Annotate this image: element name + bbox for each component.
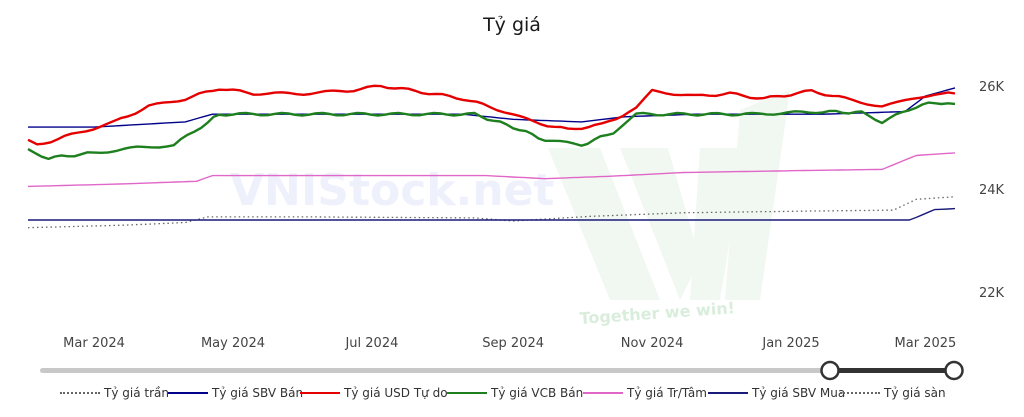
x-tick-label: Jul 2024 <box>344 336 398 351</box>
legend-item[interactable]: Tỷ giá Tr/Tâm <box>583 386 707 400</box>
series-line-1 <box>27 196 956 229</box>
legend-label: Tỷ giá Tr/Tâm <box>627 386 707 400</box>
legend-label: Tỷ giá SBV Mua <box>752 386 846 400</box>
watermark: VNIStock.net Together we win! <box>230 90 790 328</box>
legend-label: Tỷ giá VCB Bán <box>491 386 584 400</box>
legend-swatch <box>60 392 100 394</box>
legend-swatch <box>840 392 880 394</box>
watermark-slogan: Together we win! <box>579 298 736 328</box>
x-tick-label: Mar 2024 <box>63 336 125 351</box>
legend-swatch <box>708 392 748 394</box>
watermark-logo-shape <box>548 90 790 300</box>
y-axis: 22K 24K 26K <box>979 80 1005 301</box>
legend-item[interactable]: Tỷ giá USD Tự do <box>300 386 448 400</box>
legend-swatch <box>447 392 487 394</box>
watermark-text: VNIStock.net <box>230 165 554 216</box>
series-layer <box>27 84 956 229</box>
legend-swatch <box>300 392 340 394</box>
legend-label: Tỷ giá sàn <box>884 386 946 400</box>
legend-item[interactable]: Tỷ giá SBV Bán <box>168 386 303 400</box>
x-tick-label: Jan 2025 <box>761 336 819 351</box>
series-line-5 <box>27 152 956 188</box>
slider-end-handle[interactable] <box>944 360 964 381</box>
slider-selected-range <box>830 368 954 373</box>
x-axis: Mar 2024 May 2024 Jul 2024 Sep 2024 Nov 2024… <box>63 336 956 351</box>
legend-label: Tỷ giá SBV Bán <box>212 386 304 400</box>
legend-label: Tỷ giá USD Tự do <box>344 386 448 400</box>
legend-item[interactable]: Tỷ giá trần <box>60 386 169 400</box>
series-line-6 <box>28 207 956 221</box>
series-line-4 <box>27 101 956 161</box>
legend-label: Tỷ giá trần <box>104 386 169 400</box>
legend-item[interactable]: Tỷ giá VCB Bán <box>447 386 583 400</box>
y-tick-label: 26K <box>979 80 1005 95</box>
x-tick-label: Sep 2024 <box>482 336 544 351</box>
legend-swatch <box>168 392 208 394</box>
series-line-3 <box>27 84 956 146</box>
slider-track[interactable] <box>40 368 954 373</box>
slider-start-handle[interactable] <box>820 360 840 381</box>
legend: Tỷ giá trần Tỷ giá SBV Bán Tỷ giá USD Tự d… <box>0 386 1024 406</box>
x-tick-label: Mar 2025 <box>895 336 957 351</box>
x-tick-label: Nov 2024 <box>621 336 684 351</box>
legend-item[interactable]: Tỷ giá SBV Mua <box>708 386 845 400</box>
date-range-slider[interactable] <box>40 360 964 381</box>
x-tick-label: May 2024 <box>201 336 265 351</box>
series-line-2 <box>28 87 956 128</box>
chart-title: Tỷ giá <box>483 14 541 36</box>
y-tick-label: 24K <box>979 183 1005 198</box>
legend-swatch <box>583 392 623 394</box>
legend-item[interactable]: Tỷ giá sàn <box>840 386 946 400</box>
y-tick-label: 22K <box>979 286 1005 301</box>
